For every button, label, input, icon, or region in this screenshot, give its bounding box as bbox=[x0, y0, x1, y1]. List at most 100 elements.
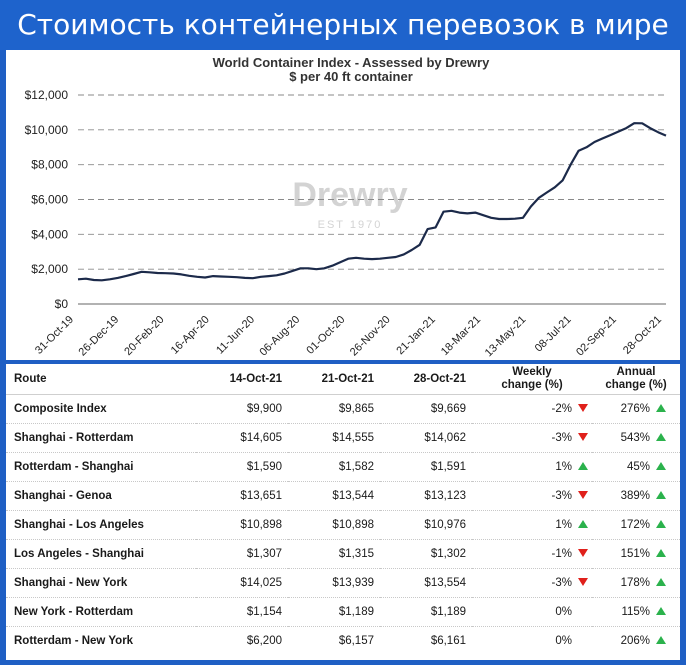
table-row: Rotterdam - New York $6,200 $6,157 $6,161 0%… bbox=[6, 625, 680, 655]
x-tick-label: 06-Aug-20 bbox=[257, 314, 302, 359]
triangle-up-icon bbox=[578, 461, 588, 470]
date-1-cell-value: $1,590 bbox=[246, 460, 282, 473]
table-row: Shanghai - Los Angeles $10,898 $10,898 $10,… bbox=[6, 509, 680, 539]
y-tick-label: $8,000 bbox=[31, 158, 68, 172]
triangle-up-icon bbox=[656, 635, 666, 644]
weekly-change-cell-value: 1% bbox=[555, 460, 572, 473]
date-2-cell: $10,898 bbox=[288, 509, 380, 539]
x-tick-label: 13-May-21 bbox=[483, 314, 529, 360]
date-1-cell-value: $14,605 bbox=[240, 431, 282, 444]
date-1-cell: $9,900 bbox=[196, 393, 288, 423]
x-tick-label: 08-Jul-21 bbox=[533, 314, 574, 355]
date-3-cell: $1,591 bbox=[380, 451, 472, 481]
table-header-row: Route 14-Oct-21 21-Oct-21 28-Oct-21 Week… bbox=[6, 364, 680, 395]
weekly-change-cell-value: 0% bbox=[555, 634, 572, 647]
date-1-cell-value: $1,154 bbox=[246, 605, 282, 618]
route-cell: Shanghai - Rotterdam bbox=[6, 422, 196, 452]
date-2-cell: $1,582 bbox=[288, 451, 380, 481]
table-row: Los Angeles - Shanghai $1,307 $1,315 $1,302… bbox=[6, 538, 680, 568]
triangle-up-icon bbox=[656, 606, 666, 615]
date-2-cell-value: $13,939 bbox=[332, 576, 374, 589]
date-2-cell-value: $10,898 bbox=[332, 518, 374, 531]
y-tick-label: $10,000 bbox=[25, 123, 69, 137]
weekly-change-cell: -3% bbox=[472, 422, 592, 452]
weekly-change-cell-value: 0% bbox=[555, 605, 572, 618]
triangle-up-icon bbox=[656, 490, 666, 499]
date-1-cell: $1,590 bbox=[196, 451, 288, 481]
date-1-cell-value: $13,651 bbox=[240, 489, 282, 502]
date-2-cell-value: $1,315 bbox=[338, 547, 374, 560]
annual-change-cell-value: 172% bbox=[620, 518, 650, 531]
route-cell-value: Shanghai - Los Angeles bbox=[14, 518, 144, 531]
table-row: Shanghai - New York $14,025 $13,939 $13,554… bbox=[6, 567, 680, 597]
x-tick-label: 26-Nov-20 bbox=[348, 314, 393, 359]
date-3-cell: $6,161 bbox=[380, 625, 472, 655]
date-1-cell-value: $10,898 bbox=[240, 518, 282, 531]
route-cell-value: New York - Rotterdam bbox=[14, 605, 134, 618]
annual-change-cell: 115% bbox=[592, 596, 680, 626]
route-cell-value: Shanghai - Rotterdam bbox=[14, 431, 134, 444]
x-tick-label: 31-Oct-19 bbox=[33, 314, 76, 357]
chart-watermark: Drewry bbox=[292, 176, 407, 214]
table-row: Shanghai - Rotterdam $14,605 $14,555 $14,06… bbox=[6, 422, 680, 452]
x-tick-label: 18-Mar-21 bbox=[439, 314, 483, 358]
weekly-change-cell: 1% bbox=[472, 509, 592, 539]
date-3-cell-value: $9,669 bbox=[430, 402, 466, 415]
date-3-cell-value: $14,062 bbox=[424, 431, 466, 444]
annual-change-cell-value: 276% bbox=[620, 402, 650, 415]
date-2-cell: $13,544 bbox=[288, 480, 380, 510]
annual-change-cell: 206% bbox=[592, 625, 680, 655]
triangle-up-icon bbox=[578, 519, 588, 528]
annual-change-cell: 389% bbox=[592, 480, 680, 510]
date-1-cell: $13,651 bbox=[196, 480, 288, 510]
header-annual-line2: change (%) bbox=[605, 378, 667, 391]
date-3-cell: $13,554 bbox=[380, 567, 472, 597]
x-tick-label: 28-Oct-21 bbox=[621, 314, 664, 357]
header-route: Route bbox=[6, 364, 196, 395]
route-cell: Rotterdam - Shanghai bbox=[6, 451, 196, 481]
annual-change-cell-value: 389% bbox=[620, 489, 650, 502]
route-cell: Shanghai - Los Angeles bbox=[6, 509, 196, 539]
date-2-cell-value: $1,189 bbox=[338, 605, 374, 618]
page-title: Стоимость контейнерных перевозок в мире bbox=[0, 0, 686, 50]
header-annual-line1: Annual bbox=[616, 365, 656, 378]
y-tick-label: $12,000 bbox=[25, 88, 69, 102]
date-3-cell-value: $6,161 bbox=[430, 634, 466, 647]
date-1-cell: $10,898 bbox=[196, 509, 288, 539]
y-tick-label: $0 bbox=[55, 297, 69, 311]
date-2-cell: $1,189 bbox=[288, 596, 380, 626]
annual-change-cell-value: 543% bbox=[620, 431, 650, 444]
annual-change-cell-value: 45% bbox=[626, 460, 650, 473]
triangle-down-icon bbox=[578, 548, 588, 557]
annual-change-cell: 543% bbox=[592, 422, 680, 452]
date-1-cell-value: $6,200 bbox=[246, 634, 282, 647]
triangle-up-icon bbox=[656, 548, 666, 557]
route-cell-value: Shanghai - New York bbox=[14, 576, 128, 589]
route-cell-value: Composite Index bbox=[14, 402, 107, 415]
weekly-change-cell-value: -3% bbox=[551, 431, 572, 444]
weekly-change-cell: -1% bbox=[472, 538, 592, 568]
date-3-cell-value: $10,976 bbox=[424, 518, 466, 531]
triangle-up-icon bbox=[656, 432, 666, 441]
chart-subtitle: $ per 40 ft container bbox=[289, 69, 413, 84]
x-tick-label: 11-Jun-20 bbox=[214, 314, 257, 357]
date-3-cell: $9,669 bbox=[380, 393, 472, 423]
header-weekly-line2: change (%) bbox=[501, 378, 563, 391]
y-tick-label: $6,000 bbox=[31, 193, 68, 207]
header-annual: Annual change (%) bbox=[592, 364, 680, 395]
route-cell: Shanghai - New York bbox=[6, 567, 196, 597]
chart-watermark-sub: EST 1970 bbox=[318, 219, 383, 231]
chart-title: World Container Index - Assessed by Drew… bbox=[213, 55, 490, 70]
date-1-cell-value: $1,307 bbox=[246, 547, 282, 560]
weekly-change-cell: -3% bbox=[472, 567, 592, 597]
date-3-cell-value: $1,302 bbox=[430, 547, 466, 560]
route-cell: Composite Index bbox=[6, 393, 196, 423]
date-2-cell: $14,555 bbox=[288, 422, 380, 452]
route-cell-value: Shanghai - Genoa bbox=[14, 489, 112, 502]
date-2-cell-value: $13,544 bbox=[332, 489, 374, 502]
x-tick-label: 26-Dec-19 bbox=[77, 314, 122, 359]
weekly-change-cell-value: -3% bbox=[551, 489, 572, 502]
weekly-change-cell: 1% bbox=[472, 451, 592, 481]
table-row: New York - Rotterdam $1,154 $1,189 $1,189 0%… bbox=[6, 596, 680, 626]
route-cell: Shanghai - Genoa bbox=[6, 480, 196, 510]
